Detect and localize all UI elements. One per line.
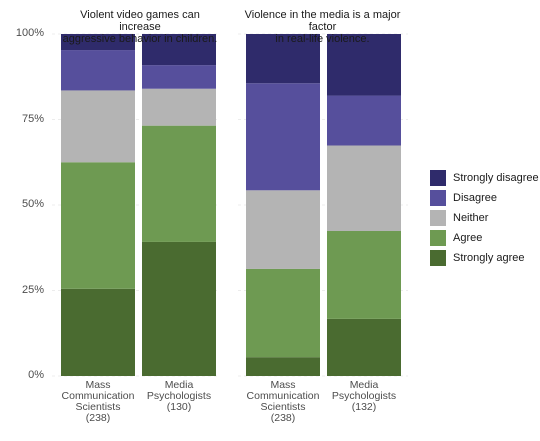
bar-segment-strongly-agree — [142, 241, 216, 376]
legend-item: Neither — [430, 208, 539, 228]
legend-label: Neither — [453, 212, 489, 224]
x-tick-label: Media Psychologists (130) — [146, 379, 212, 413]
legend-label: Agree — [453, 232, 483, 244]
legend: Strongly disagree Disagree Neither Agree Str… — [430, 168, 539, 268]
legend-swatch — [430, 170, 446, 186]
legend-swatch — [430, 190, 446, 206]
bar-segment-agree — [142, 125, 216, 242]
bar-segment-agree — [327, 230, 401, 319]
bar-segment-disagree — [142, 65, 216, 89]
y-tick-label: 0% — [28, 369, 44, 381]
x-tick-label: Mass Communication Scientists (238) — [246, 379, 320, 424]
x-tick-label: Mass Communication Scientists (238) — [61, 379, 135, 424]
legend-item: Strongly agree — [430, 248, 539, 268]
bar-segment-neither — [327, 145, 401, 231]
facet-title-2: Violence in the media is a major factor … — [244, 9, 401, 45]
legend-swatch — [430, 210, 446, 226]
legend-item: Strongly disagree — [430, 168, 539, 188]
bar-segment-strongly-disagree — [327, 34, 401, 96]
legend-label: Strongly disagree — [453, 172, 539, 184]
y-tick-label: 50% — [21, 198, 44, 210]
bar-segment-agree — [61, 162, 135, 289]
bar-segment-disagree — [61, 50, 135, 91]
legend-label: Disagree — [453, 192, 498, 204]
legend-item: Agree — [430, 228, 539, 248]
bar-segment-neither — [61, 90, 135, 163]
bar-segment-strongly-disagree — [142, 34, 216, 66]
bar-segment-disagree — [327, 95, 401, 146]
facet-title-1: Violent video games can increase aggress… — [62, 9, 218, 45]
bar-segment-strongly-agree — [327, 318, 401, 376]
bar-segment-disagree — [246, 83, 320, 191]
legend-label: Strongly agree — [453, 252, 525, 264]
legend-item: Disagree — [430, 188, 539, 208]
bar-segment-neither — [142, 88, 216, 126]
bar-segment-strongly-agree — [61, 288, 135, 376]
y-tick-label: 75% — [21, 112, 44, 125]
legend-swatch — [430, 230, 446, 246]
bar-segment-strongly-agree — [246, 357, 320, 376]
bar-segment-neither — [246, 190, 320, 269]
bar-segment-agree — [246, 268, 320, 358]
legend-swatch — [430, 250, 446, 266]
bar-segment-strongly-disagree — [61, 34, 135, 51]
bar-segment-strongly-disagree — [246, 34, 320, 84]
y-tick-label: 25% — [21, 283, 44, 296]
y-tick-label: 100% — [15, 27, 44, 39]
x-tick-label: Media Psychologists (132) — [331, 379, 397, 413]
